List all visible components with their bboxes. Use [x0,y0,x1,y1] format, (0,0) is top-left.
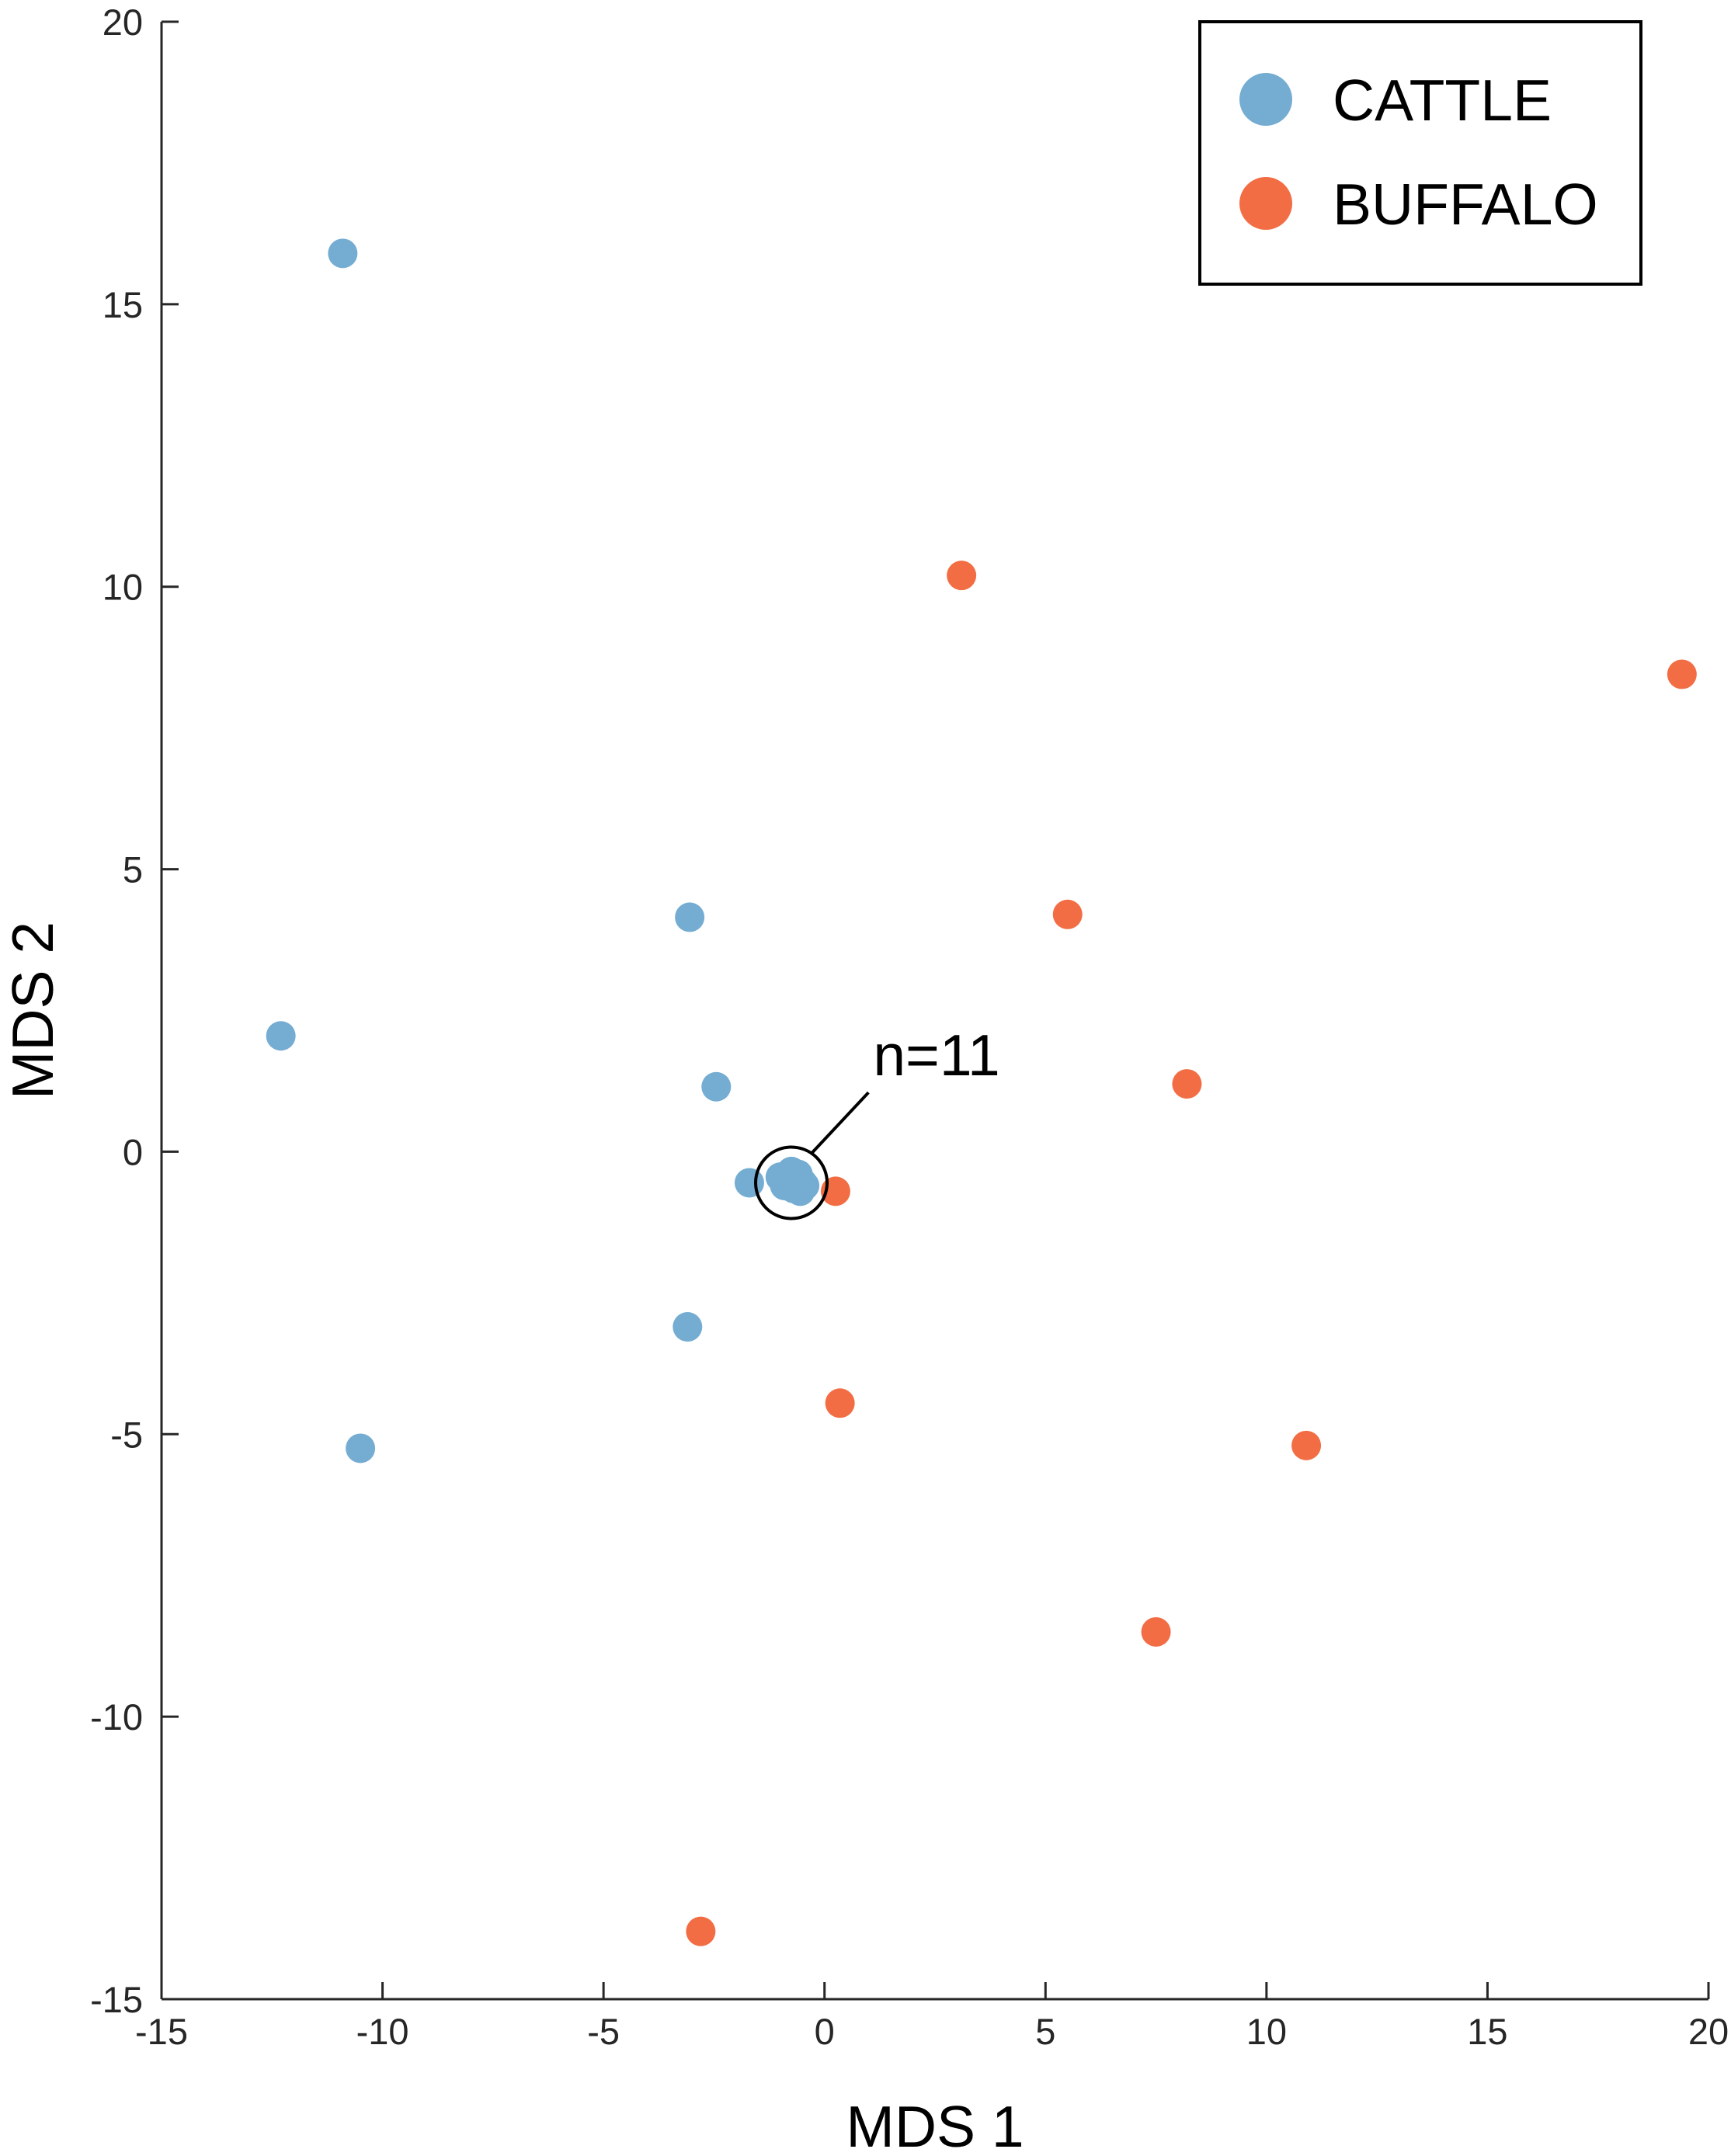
data-point-buffalo [1052,899,1083,929]
data-point-buffalo [686,1916,716,1946]
data-point-cattle [790,1171,820,1201]
data-point-buffalo [825,1388,855,1418]
x-tick-label: -10 [356,2011,409,2052]
x-axis-title: MDS 1 [846,2094,1024,2156]
y-axis-title: MDS 2 [0,922,65,1099]
y-tick-label: 0 [123,1131,143,1172]
data-point-cattle [675,902,705,932]
x-tick-label: 15 [1467,2011,1507,2052]
data-point-buffalo [1172,1069,1202,1099]
y-ticks: -15 -10 -5 0 5 10 15 20 [90,2,179,2020]
cluster-highlight-circle [754,1145,829,1220]
data-point-cattle [673,1312,703,1342]
data-point-buffalo [1667,659,1697,689]
y-tick-label: 20 [103,2,143,43]
data-point-cattle [266,1021,296,1051]
legend-label-buffalo: BUFFALO [1333,172,1598,237]
data-point-buffalo [1291,1430,1322,1460]
data-point-cattle [701,1071,732,1102]
data-point-buffalo [1141,1616,1171,1647]
x-tick-label: 0 [815,2011,835,2052]
y-tick-label: 15 [103,284,143,325]
legend-marker-cattle [1239,73,1292,126]
x-tick-label: 20 [1688,2011,1729,2052]
data-point-cattle [734,1168,764,1198]
x-tick-label: 5 [1035,2011,1055,2052]
axes: -15 -10 -5 0 5 10 15 20 -15 -10 -5 0 5 10 15 20 [90,2,1729,2052]
x-tick-label: -15 [135,2011,188,2052]
x-tick-label: -5 [587,2011,620,2052]
y-tick-label: 5 [123,849,143,891]
y-tick-label: -10 [90,1696,143,1738]
cluster-annotation: n=11 [754,1022,1000,1220]
legend-marker-buffalo [1239,177,1292,230]
legend-box [1198,20,1642,286]
y-tick-label: 10 [103,567,143,608]
y-tick-label: -15 [90,1979,143,2020]
data-point-cattle [346,1433,376,1463]
x-ticks: -15 -10 -5 0 5 10 15 20 [135,1982,1729,2052]
data-point-buffalo [947,561,977,591]
annotation-leader-line [810,1091,870,1154]
annotation-label: n=11 [873,1022,999,1088]
legend-label-cattle: CATTLE [1333,68,1552,133]
y-tick-label: -5 [110,1414,143,1455]
x-tick-label: 10 [1246,2011,1287,2052]
data-point-cattle [328,238,358,269]
legend: CATTLE BUFFALO [1198,20,1642,286]
